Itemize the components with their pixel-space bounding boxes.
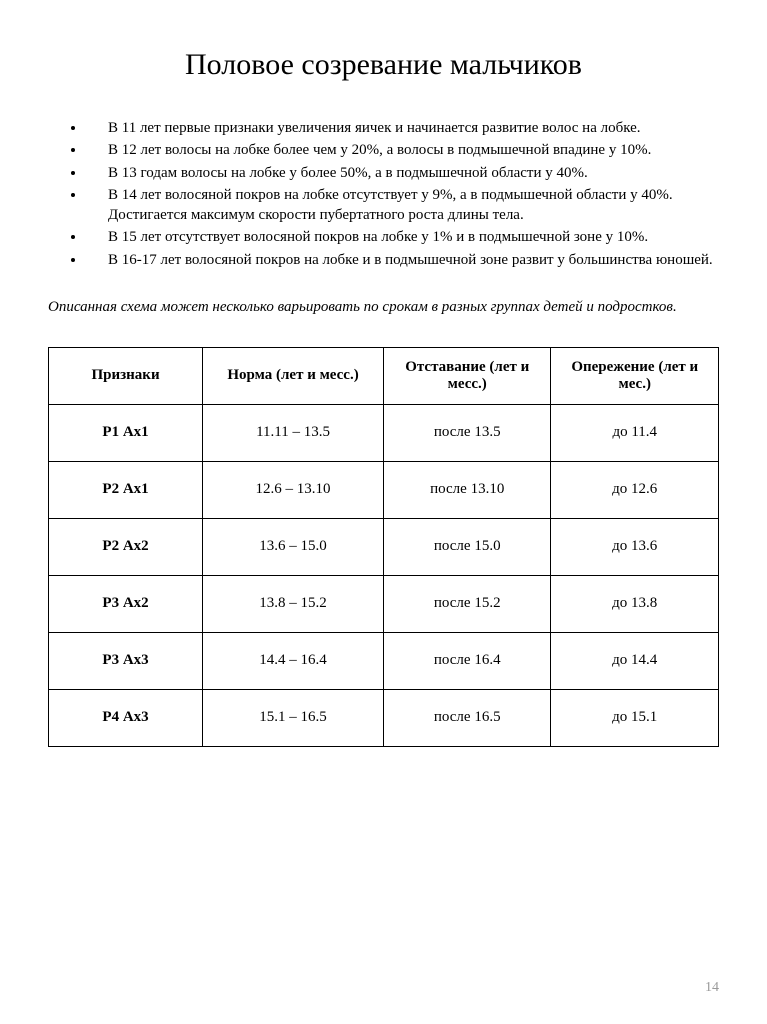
italic-note: Описанная схема может несколько варьиров… bbox=[48, 294, 719, 321]
data-table: Признаки Норма (лет и месс.) Отставание … bbox=[48, 347, 719, 747]
cell-delay: после 13.10 bbox=[383, 461, 551, 518]
cell-norm: 15.1 – 16.5 bbox=[203, 689, 384, 746]
cell-norm: 12.6 – 13.10 bbox=[203, 461, 384, 518]
page-number: 14 bbox=[705, 980, 719, 996]
table-header-row: Признаки Норма (лет и месс.) Отставание … bbox=[49, 347, 719, 404]
table-row: Р2 Ах1 12.6 – 13.10 после 13.10 до 12.6 bbox=[49, 461, 719, 518]
table-row: Р4 Ах3 15.1 – 16.5 после 16.5 до 15.1 bbox=[49, 689, 719, 746]
cell-sign: Р3 Ах3 bbox=[49, 632, 203, 689]
list-item: В 16-17 лет волосяной покров на лобке и … bbox=[86, 250, 719, 270]
cell-advance: до 11.4 bbox=[551, 404, 719, 461]
cell-advance: до 13.6 bbox=[551, 518, 719, 575]
list-item: В 14 лет волосяной покров на лобке отсут… bbox=[86, 185, 719, 226]
page-title: Половое созревание мальчиков bbox=[48, 48, 719, 82]
column-header: Признаки bbox=[49, 347, 203, 404]
cell-delay: после 16.5 bbox=[383, 689, 551, 746]
list-item: В 15 лет отсутствует волосяной покров на… bbox=[86, 227, 719, 247]
cell-delay: после 13.5 bbox=[383, 404, 551, 461]
column-header: Норма (лет и месс.) bbox=[203, 347, 384, 404]
list-item: В 12 лет волосы на лобке более чем у 20%… bbox=[86, 140, 719, 160]
cell-sign: Р2 Ах1 bbox=[49, 461, 203, 518]
cell-advance: до 13.8 bbox=[551, 575, 719, 632]
cell-advance: до 12.6 bbox=[551, 461, 719, 518]
cell-sign: Р3 Ах2 bbox=[49, 575, 203, 632]
table-row: Р3 Ах2 13.8 – 15.2 после 15.2 до 13.8 bbox=[49, 575, 719, 632]
list-item: В 13 годам волосы на лобке у более 50%, … bbox=[86, 163, 719, 183]
cell-delay: после 15.2 bbox=[383, 575, 551, 632]
list-item: В 11 лет первые признаки увеличения яиче… bbox=[86, 118, 719, 138]
cell-advance: до 14.4 bbox=[551, 632, 719, 689]
document-page: Половое созревание мальчиков В 11 лет пе… bbox=[0, 0, 767, 747]
table-row: Р2 Ах2 13.6 – 15.0 после 15.0 до 13.6 bbox=[49, 518, 719, 575]
table-row: Р3 Ах3 14.4 – 16.4 после 16.4 до 14.4 bbox=[49, 632, 719, 689]
cell-sign: Р2 Ах2 bbox=[49, 518, 203, 575]
cell-norm: 11.11 – 13.5 bbox=[203, 404, 384, 461]
cell-sign: Р4 Ах3 bbox=[49, 689, 203, 746]
cell-delay: после 15.0 bbox=[383, 518, 551, 575]
cell-norm: 13.6 – 15.0 bbox=[203, 518, 384, 575]
cell-norm: 14.4 – 16.4 bbox=[203, 632, 384, 689]
table-row: Р1 Ах1 11.11 – 13.5 после 13.5 до 11.4 bbox=[49, 404, 719, 461]
cell-delay: после 16.4 bbox=[383, 632, 551, 689]
cell-sign: Р1 Ах1 bbox=[49, 404, 203, 461]
column-header: Опережение (лет и мес.) bbox=[551, 347, 719, 404]
cell-norm: 13.8 – 15.2 bbox=[203, 575, 384, 632]
cell-advance: до 15.1 bbox=[551, 689, 719, 746]
column-header: Отставание (лет и месс.) bbox=[383, 347, 551, 404]
bullet-list: В 11 лет первые признаки увеличения яиче… bbox=[48, 118, 719, 270]
